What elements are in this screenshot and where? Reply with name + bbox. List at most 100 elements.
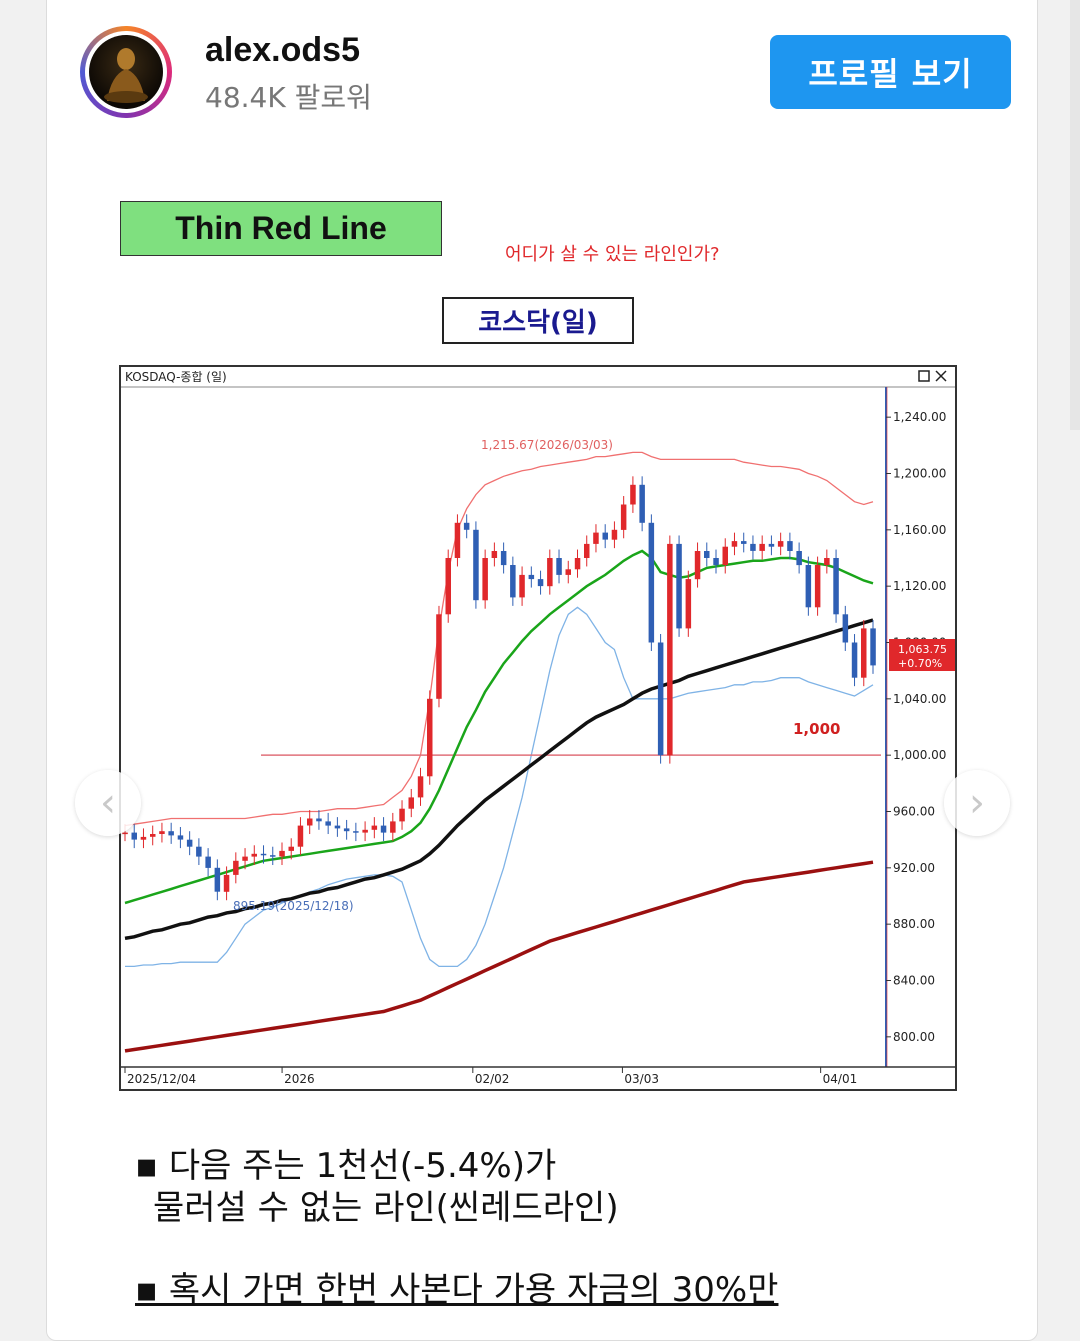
candle — [454, 522, 461, 558]
candle — [122, 832, 128, 835]
candle — [316, 818, 322, 822]
ma20-line — [124, 549, 874, 905]
candle — [639, 484, 645, 523]
chart-label: 코스닥(일) — [442, 297, 634, 344]
bullet-1-line-1: ▪ 다음 주는 1천선(-5.4%)가 — [135, 1146, 557, 1186]
y-tick-label: 1,040.00 — [893, 692, 946, 706]
bollinger-upper-line — [124, 451, 874, 827]
y-tick-label: 1,160.00 — [893, 523, 946, 537]
candle — [260, 853, 267, 856]
candle — [205, 856, 211, 868]
candle — [824, 558, 830, 565]
candle — [713, 558, 719, 565]
candle — [380, 825, 387, 833]
candle — [731, 541, 738, 547]
avatar-photo — [89, 35, 163, 109]
candle — [279, 850, 285, 857]
candle — [584, 543, 590, 558]
candle — [168, 831, 174, 836]
candle — [214, 867, 221, 892]
candle — [759, 543, 765, 551]
candle — [796, 551, 802, 566]
candle — [630, 484, 636, 505]
candle — [390, 821, 396, 833]
candle — [777, 541, 784, 547]
candle — [177, 835, 184, 840]
high-annotation: 1,215.67(2026/03/03) — [481, 438, 613, 452]
x-tick-label: 03/03 — [624, 1072, 659, 1086]
candle — [131, 832, 137, 840]
ma120-line — [124, 860, 874, 1053]
chevron-right-icon[interactable]: › — [944, 770, 1010, 836]
y-tick-label: 920.00 — [893, 861, 935, 875]
candle — [500, 551, 507, 566]
y-tick-label: 880.00 — [893, 917, 935, 931]
x-tick-label: 02/02 — [475, 1072, 510, 1086]
candle — [648, 522, 655, 643]
candle — [408, 797, 414, 809]
candle — [685, 579, 692, 629]
candle — [814, 565, 821, 608]
candle — [704, 551, 710, 558]
avatar[interactable] — [80, 26, 172, 118]
candle — [519, 574, 525, 598]
bullet-1-line-2: 물러설 수 없는 라인(씬레드라인) — [153, 1188, 619, 1228]
candle — [593, 532, 599, 544]
candle — [399, 808, 405, 822]
candle — [861, 628, 867, 678]
candle — [297, 825, 304, 847]
candle — [694, 551, 701, 580]
candle — [307, 818, 313, 826]
candle — [528, 574, 535, 580]
y-tick-label: 840.00 — [893, 974, 935, 988]
candle — [251, 853, 257, 857]
username[interactable]: alex.ods5 — [205, 31, 360, 69]
candle — [223, 874, 230, 892]
scrollbar[interactable] — [1070, 0, 1080, 430]
candle — [787, 541, 793, 551]
chevron-left-icon[interactable]: ‹ — [75, 770, 141, 836]
close-icon[interactable] — [935, 370, 947, 382]
maximize-icon[interactable] — [918, 370, 930, 382]
view-profile-button[interactable]: 프로필 보기 — [770, 35, 1011, 109]
candle — [870, 628, 876, 666]
candle — [325, 821, 331, 826]
candle — [353, 831, 359, 833]
candle — [242, 856, 248, 861]
candle — [667, 543, 673, 756]
candle — [750, 543, 756, 551]
x-tick-label: 04/01 — [823, 1072, 858, 1086]
candle — [657, 642, 664, 756]
candle — [445, 558, 451, 615]
y-tick-label: 1,120.00 — [893, 579, 946, 593]
candle — [768, 543, 775, 547]
ma60-line — [124, 618, 874, 941]
y-tick-label: 1,000.00 — [893, 748, 946, 762]
candle — [842, 614, 849, 643]
candle — [288, 846, 294, 851]
candle — [602, 532, 608, 540]
follower-count: 48.4K 팔로워 — [205, 81, 372, 114]
y-tick-label: 1,240.00 — [893, 410, 946, 424]
candle — [565, 569, 571, 575]
chart-title: KOSDAQ-종합 (일) — [125, 370, 227, 384]
candle — [547, 558, 553, 587]
candle — [473, 529, 479, 601]
level-label: 1,000 — [793, 720, 840, 738]
bollinger-lower-line — [125, 606, 874, 968]
candle — [491, 551, 498, 558]
candle — [482, 558, 488, 601]
post-title: Thin Red Line — [120, 201, 442, 256]
low-annotation: 895.19(2025/12/18) — [233, 899, 354, 913]
candle — [233, 860, 239, 875]
last-change: +0.70% — [898, 657, 942, 670]
candle — [196, 846, 202, 857]
candle — [463, 522, 470, 530]
candle — [620, 504, 627, 530]
y-tick-label: 800.00 — [893, 1030, 935, 1044]
candle — [676, 543, 682, 629]
candle — [186, 839, 193, 847]
candle — [611, 529, 618, 540]
candle — [362, 829, 368, 833]
x-tick-label: 2026 — [284, 1072, 315, 1086]
